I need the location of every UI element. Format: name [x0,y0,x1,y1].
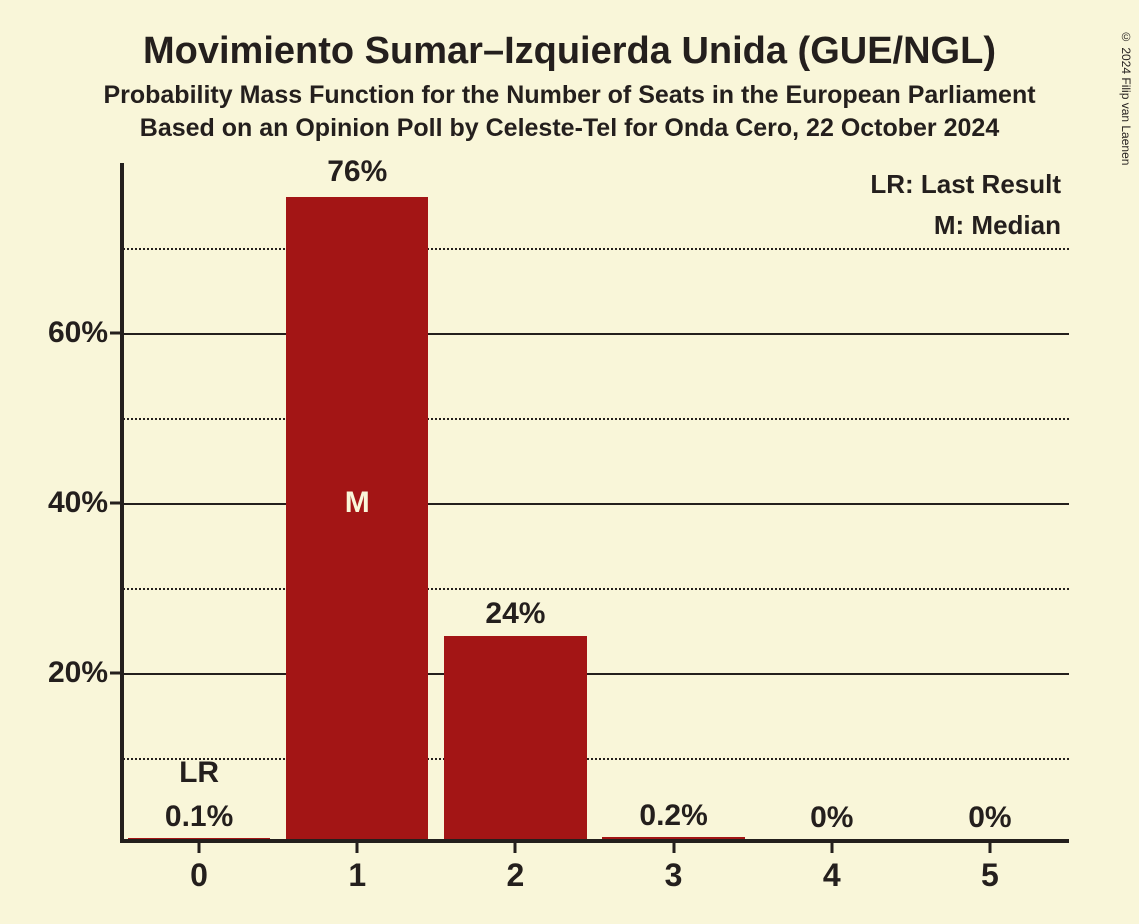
gridline-major [120,333,1069,335]
bar [444,636,586,839]
bar-value-label: 24% [485,597,545,639]
bar-marker: LR [179,756,219,842]
gridline-minor [120,418,1069,420]
y-axis-tick [110,502,120,505]
x-axis-label: 1 [348,843,366,894]
x-axis-line [120,839,1069,843]
x-axis-label: 0 [190,843,208,894]
legend: LR: Last Result M: Median [870,169,1061,251]
gridline-minor [120,588,1069,590]
bar-value-label: 76% [327,155,387,197]
gridline-major [120,503,1069,505]
gridline-minor [120,758,1069,760]
y-axis-tick [110,672,120,675]
legend-entry: M: Median [870,210,1061,241]
chart-subtitle-1: Probability Mass Function for the Number… [50,81,1089,110]
gridline-minor [120,248,1069,250]
gridline-major [120,673,1069,675]
bar-marker: M [345,486,370,520]
x-axis-label: 2 [507,843,525,894]
bar-value-label: 0% [810,801,853,843]
legend-entry: LR: Last Result [870,169,1061,200]
chart-container: Movimiento Sumar–Izquierda Unida (GUE/NG… [0,0,1139,924]
x-axis-label: 3 [665,843,683,894]
chart-title: Movimiento Sumar–Izquierda Unida (GUE/NG… [50,30,1089,73]
copyright-text: © 2024 Filip van Laenen [1119,30,1133,165]
plot-area: LR: Last ResultM: Median 20%40%60%0.1%07… [120,163,1069,843]
y-axis-tick [110,332,120,335]
x-axis-label: 4 [823,843,841,894]
bar-value-label: 0.2% [639,799,707,841]
bar-value-label: 0% [968,801,1011,843]
chart-subtitle-2: Based on an Opinion Poll by Celeste-Tel … [50,114,1089,143]
x-axis-label: 5 [981,843,999,894]
